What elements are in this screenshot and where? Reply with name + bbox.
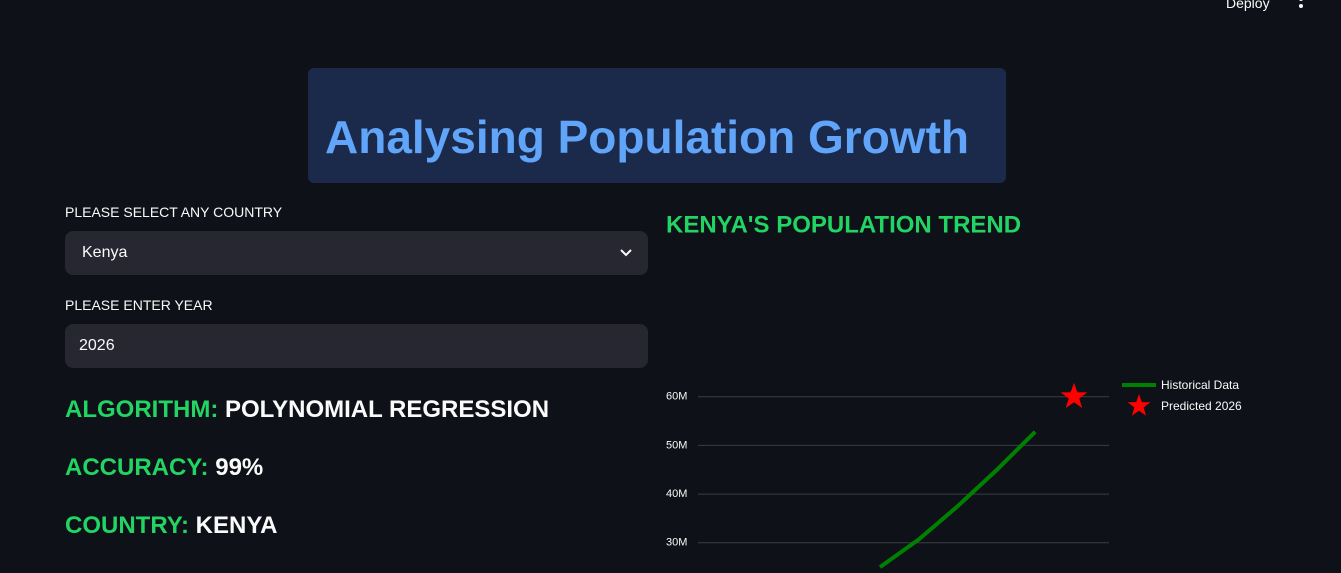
country-label: PLEASE SELECT ANY COUNTRY bbox=[65, 204, 283, 220]
y-tick-label: 30M bbox=[666, 537, 687, 549]
year-value: 2026 bbox=[79, 337, 115, 354]
page-title: Analysing Population Growth bbox=[325, 111, 969, 163]
deploy-button[interactable]: Deploy bbox=[1226, 0, 1270, 11]
stat-value: POLYNOMIAL REGRESSION bbox=[224, 396, 550, 423]
stat-row: ALGORITHM: POLYNOMIAL REGRESSION bbox=[65, 396, 549, 424]
year-input[interactable]: 2026 bbox=[65, 324, 648, 368]
stat-row: ACCURACY: 99% bbox=[65, 454, 263, 482]
banner: Analysing Population Growth bbox=[308, 68, 1006, 183]
menu-button[interactable] bbox=[1296, 0, 1306, 12]
stat-label: ALGORITHM: bbox=[65, 396, 219, 423]
stat-label: COUNTRY: bbox=[65, 512, 189, 539]
country-value: Kenya bbox=[82, 244, 128, 261]
legend-label: Historical Data bbox=[1161, 378, 1239, 392]
stat-value: KENYA bbox=[195, 512, 278, 539]
stat-value: 99% bbox=[215, 454, 264, 481]
data-point bbox=[1060, 382, 1088, 409]
y-tick-label: 40M bbox=[666, 488, 687, 500]
legend-swatch bbox=[1127, 394, 1151, 416]
y-tick-label: 50M bbox=[666, 439, 687, 451]
legend-label: Predicted 2026 bbox=[1161, 399, 1242, 413]
chevron bbox=[620, 249, 632, 257]
y-tick-label: 60M bbox=[666, 391, 687, 403]
data-line bbox=[878, 430, 1037, 569]
stat-label: ACCURACY: bbox=[65, 454, 209, 481]
chart-title: KENYA'S POPULATION TREND bbox=[666, 211, 1021, 238]
country-select[interactable]: Kenya bbox=[65, 231, 648, 275]
year-label: PLEASE ENTER YEAR bbox=[65, 297, 213, 313]
stat-row: COUNTRY: KENYA bbox=[65, 512, 277, 540]
